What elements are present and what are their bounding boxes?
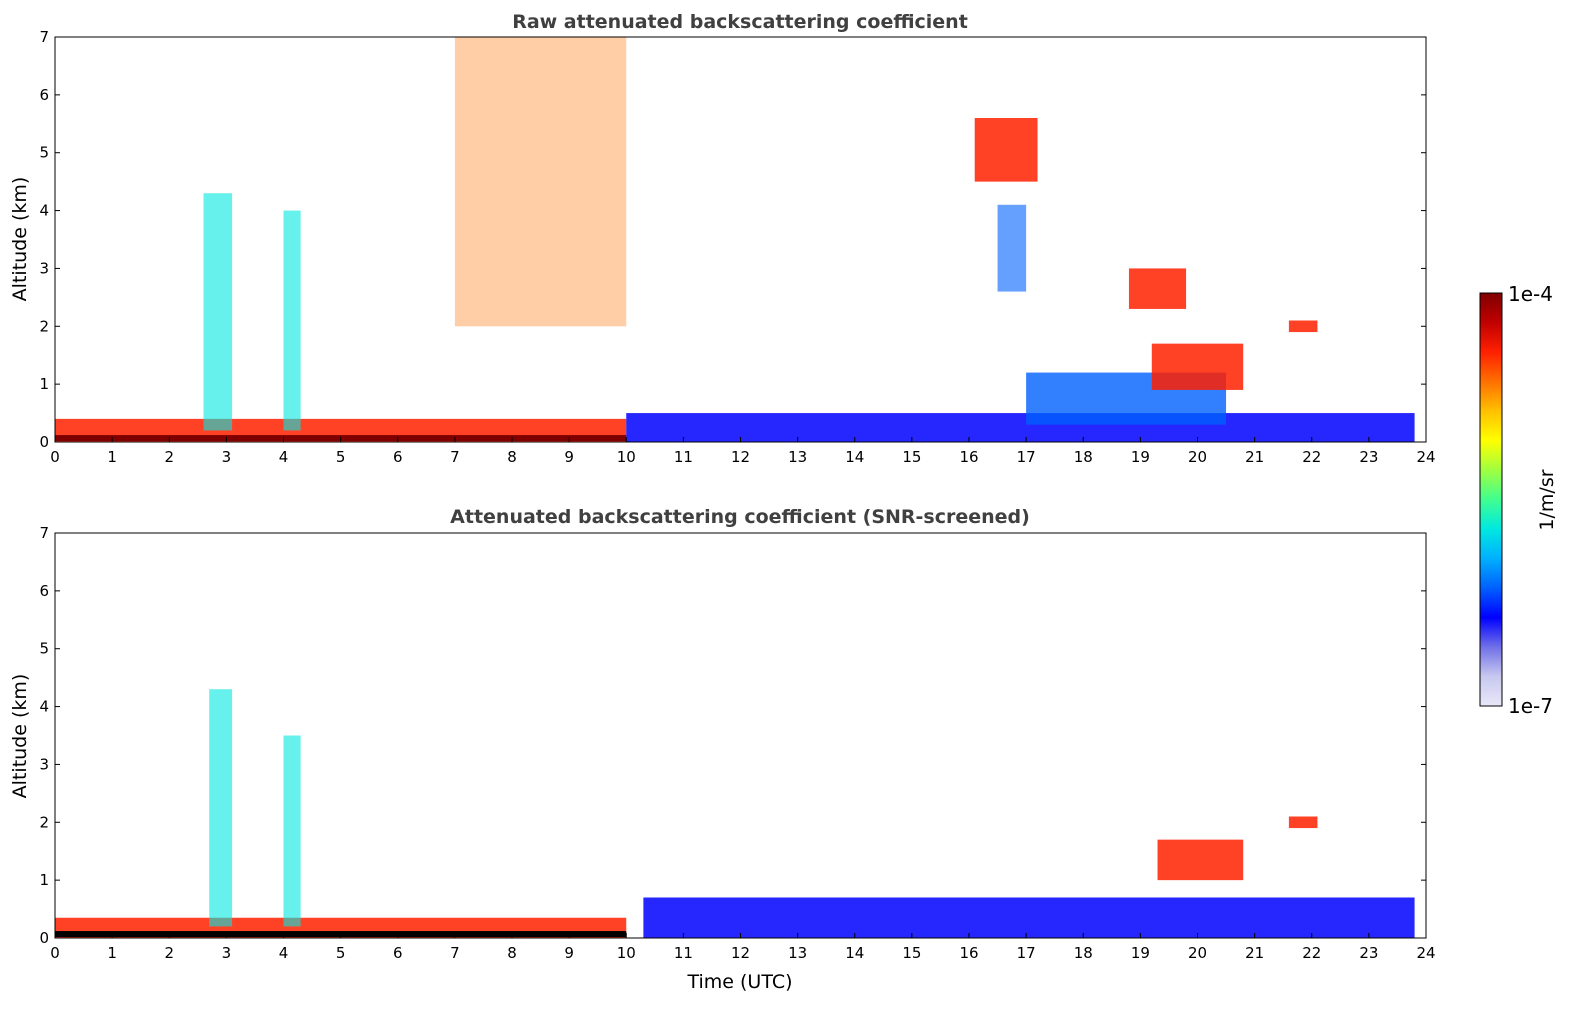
- heatmap-aerosol-plume: [203, 193, 233, 431]
- colorbar: 1e-4 1e-7 1/m/sr: [1479, 282, 1558, 718]
- x-tick-label: 3: [222, 448, 232, 466]
- y-tick-label: 7: [39, 28, 49, 46]
- x-tick-label: 2: [164, 944, 174, 962]
- colorbar-max-label: 1e-4: [1508, 282, 1553, 306]
- x-tick-label: 17: [1017, 944, 1036, 962]
- x-tick-label: 7: [450, 448, 460, 466]
- x-tick-label: 0: [50, 944, 60, 962]
- x-tick-label: 12: [731, 448, 750, 466]
- heatmap-aerosol-plume: [283, 210, 301, 431]
- x-tick-label: 1: [107, 944, 117, 962]
- heatmap-background-noise: [454, 37, 627, 327]
- heatmap-cloud: [1151, 343, 1244, 390]
- x-tick-label: 18: [1074, 944, 1093, 962]
- x-tick-label: 24: [1416, 944, 1435, 962]
- heatmap-cloud: [1288, 816, 1318, 829]
- x-tick-label: 6: [393, 944, 403, 962]
- y-tick-label: 3: [39, 755, 49, 773]
- x-tick-label: 17: [1017, 448, 1036, 466]
- heatmap-cirrus: [997, 204, 1027, 292]
- y-tick-label: 4: [39, 202, 49, 220]
- x-tick-label: 21: [1245, 448, 1264, 466]
- heatmap-boundary-layer: [643, 897, 1415, 938]
- x-tick-label: 10: [617, 944, 636, 962]
- x-tick-label: 6: [393, 448, 403, 466]
- raw-heatmap-area: [55, 37, 1415, 442]
- x-tick-label: 16: [959, 944, 978, 962]
- x-tick-label: 18: [1074, 448, 1093, 466]
- y-tick-label: 0: [39, 929, 49, 947]
- screened-x-axis-ticks: 0 1 2 3 4 5 6 7 8 9 10 11 12 13 14 15 16 17 18 19 20 21 22 23 24: [50, 933, 1436, 962]
- screened-y-axis-ticks: 0 1 2 3 4 5 6 7: [39, 524, 1426, 947]
- y-tick-label: 1: [39, 871, 49, 889]
- y-tick-label: 4: [39, 698, 49, 716]
- colorbar-bar: [1479, 292, 1503, 707]
- screened-heatmap-area: [55, 689, 1415, 938]
- colorbar-min-label: 1e-7: [1508, 694, 1553, 718]
- x-tick-label: 8: [507, 944, 517, 962]
- x-tick-label: 7: [450, 944, 460, 962]
- x-tick-label: 3: [222, 944, 232, 962]
- x-tick-label: 22: [1302, 448, 1321, 466]
- x-tick-label: 11: [674, 944, 693, 962]
- heatmap-cloud: [974, 118, 1038, 182]
- x-tick-label: 10: [617, 448, 636, 466]
- raw-y-axis-label: Altitude (km): [9, 177, 31, 302]
- x-tick-label: 9: [564, 944, 574, 962]
- x-tick-label: 15: [902, 448, 921, 466]
- x-tick-label: 12: [731, 944, 750, 962]
- x-tick-label: 14: [845, 448, 864, 466]
- x-tick-label: 5: [336, 944, 346, 962]
- x-tick-label: 15: [902, 944, 921, 962]
- heatmap-cloud: [1157, 839, 1244, 881]
- x-tick-label: 24: [1416, 448, 1435, 466]
- x-tick-label: 14: [845, 944, 864, 962]
- raw-panel-title: Raw attenuated backscattering coefficien…: [512, 11, 968, 33]
- x-tick-label: 21: [1245, 944, 1264, 962]
- heatmap-boundary-layer: [626, 413, 1415, 442]
- x-tick-label: 2: [164, 448, 174, 466]
- y-tick-label: 6: [39, 86, 49, 104]
- raw-x-axis-ticks: 0 1 2 3 4 5 6 7 8 9 10 11 12 13 14 15 16 17 18 19 20 21 22 23 24: [50, 437, 1436, 466]
- x-tick-label: 20: [1188, 448, 1207, 466]
- x-tick-label: 16: [959, 448, 978, 466]
- screened-panel-title: Attenuated backscattering coefficient (S…: [450, 506, 1030, 528]
- y-tick-label: 5: [39, 640, 49, 658]
- x-tick-label: 5: [336, 448, 346, 466]
- screened-y-axis-label: Altitude (km): [9, 674, 31, 799]
- x-tick-label: 19: [1131, 944, 1150, 962]
- y-tick-label: 2: [39, 317, 49, 335]
- x-tick-label: 23: [1359, 944, 1378, 962]
- x-tick-label: 4: [279, 944, 289, 962]
- y-tick-label: 0: [39, 433, 49, 451]
- heatmap-aerosol-plume: [283, 735, 301, 927]
- y-tick-label: 3: [39, 259, 49, 277]
- x-tick-label: 13: [788, 448, 807, 466]
- x-tick-label: 19: [1131, 448, 1150, 466]
- screened-backscatter-panel: Attenuated backscattering coefficient (S…: [9, 506, 1436, 993]
- x-tick-label: 4: [279, 448, 289, 466]
- y-tick-label: 2: [39, 813, 49, 831]
- x-tick-label: 8: [507, 448, 517, 466]
- heatmap-cloud: [1128, 268, 1187, 309]
- x-tick-label: 1: [107, 448, 117, 466]
- raw-y-axis-ticks: 0 1 2 3 4 5 6 7: [39, 28, 1426, 451]
- x-tick-label: 23: [1359, 448, 1378, 466]
- raw-backscatter-panel: Raw attenuated backscattering coefficien…: [9, 11, 1436, 466]
- x-axis-label: Time (UTC): [686, 971, 792, 993]
- x-tick-label: 20: [1188, 944, 1207, 962]
- heatmap-cloud: [1288, 320, 1318, 333]
- x-tick-label: 0: [50, 448, 60, 466]
- x-tick-label: 13: [788, 944, 807, 962]
- y-tick-label: 1: [39, 375, 49, 393]
- y-tick-label: 7: [39, 524, 49, 542]
- heatmap-aerosol-plume: [209, 689, 233, 927]
- x-tick-label: 11: [674, 448, 693, 466]
- y-tick-label: 6: [39, 582, 49, 600]
- y-tick-label: 5: [39, 144, 49, 162]
- x-tick-label: 22: [1302, 944, 1321, 962]
- x-tick-label: 9: [564, 448, 574, 466]
- colorbar-unit-label: 1/m/sr: [1536, 469, 1558, 530]
